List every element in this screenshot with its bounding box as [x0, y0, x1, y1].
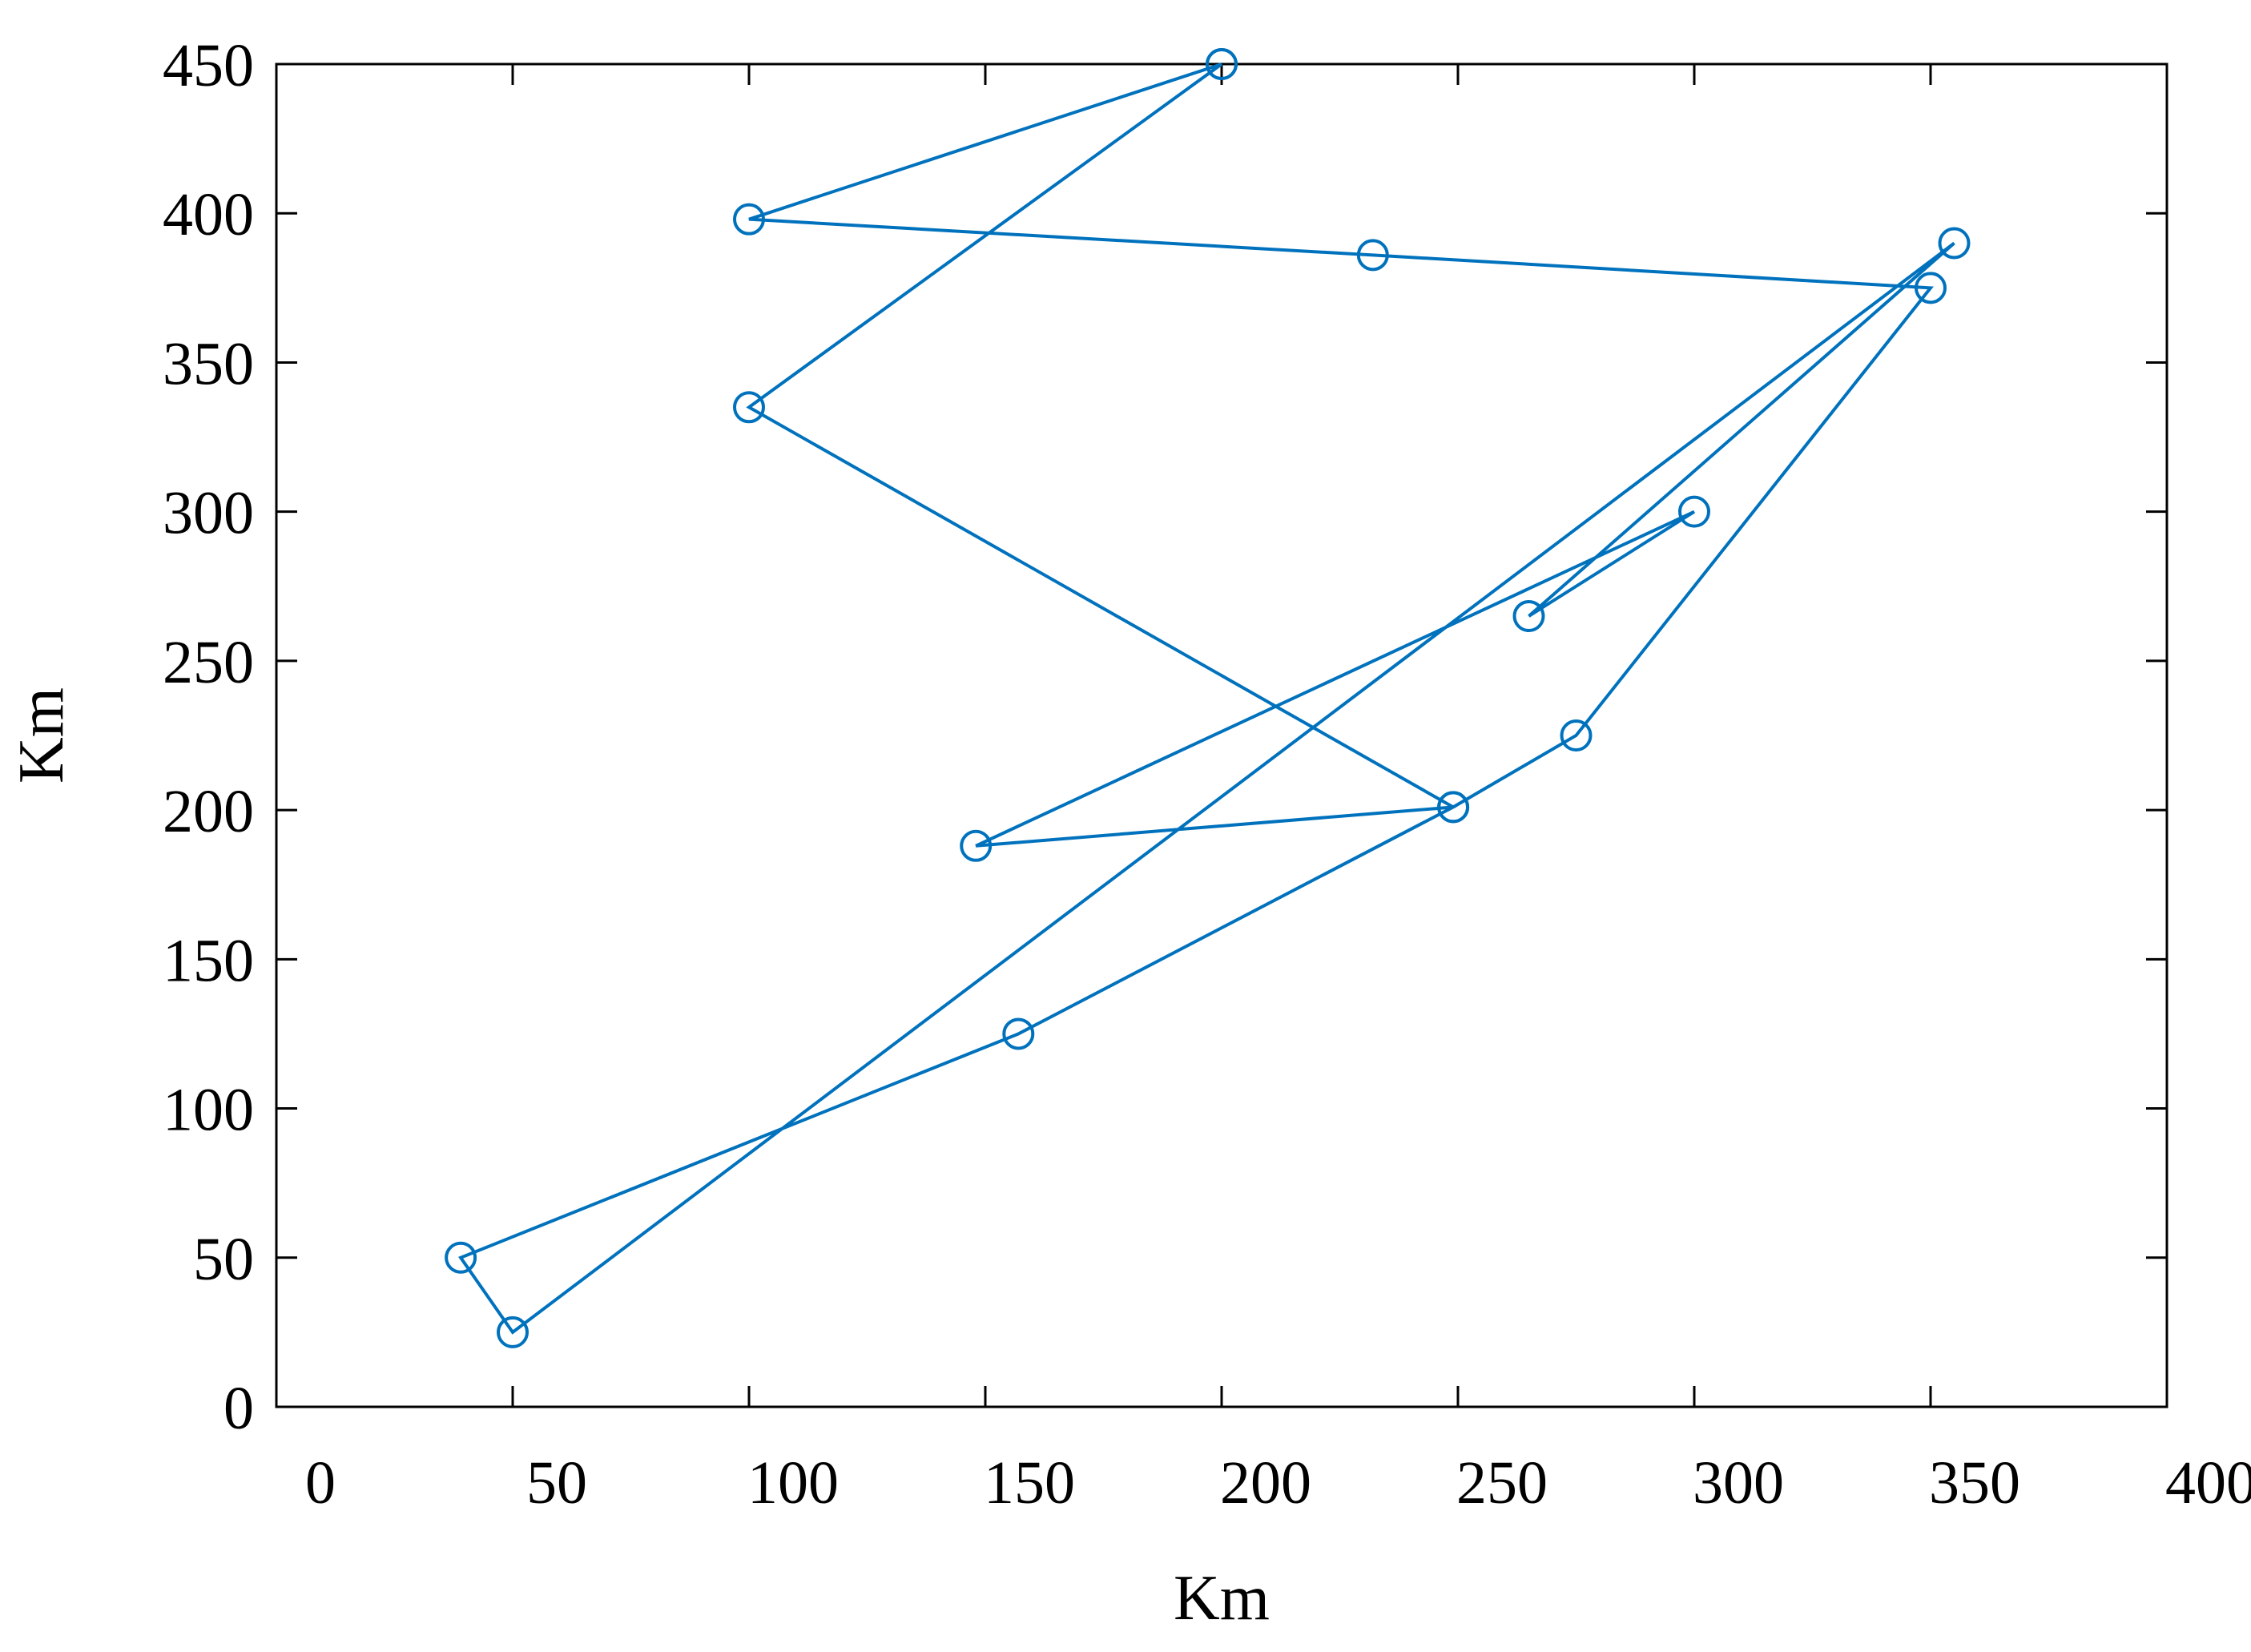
- data-point-marker: [1512, 600, 1545, 633]
- x-axis-tick-labels: 0 50 100 150 200 250 300 350 400: [305, 1449, 2251, 1517]
- data-point-marker: [1560, 719, 1593, 751]
- x-tick-label: 300: [1693, 1449, 1784, 1517]
- y-tick-label: 200: [163, 778, 254, 845]
- y-tick-label: 0: [223, 1375, 254, 1442]
- y-axis-tick-labels: 0 50 100 150 200 250 300 350 400 450: [163, 32, 254, 1442]
- data-point-marker: [1678, 495, 1710, 528]
- y-axis-ticks: [276, 62, 2167, 1408]
- y-tick-label: 450: [163, 32, 254, 99]
- plot-area: [275, 62, 2168, 1408]
- y-tick-label: 250: [163, 629, 254, 696]
- x-tick-label: 0: [305, 1449, 336, 1517]
- data-point-marker: [1938, 227, 1971, 260]
- data-point-marker: [1437, 791, 1470, 824]
- x-axis-ticks: [275, 64, 2168, 1407]
- data-point-marker: [960, 829, 993, 862]
- data-point-marker: [733, 203, 765, 236]
- data-point-marker: [497, 1316, 529, 1348]
- data-point-marker: [1915, 272, 1947, 304]
- x-axis-label: Km: [1174, 1563, 1270, 1634]
- series-line: [458, 62, 1955, 1335]
- x-tick-label: 250: [1456, 1449, 1548, 1517]
- y-tick-label: 50: [193, 1226, 254, 1293]
- x-tick-label: 100: [747, 1449, 839, 1517]
- x-tick-label: 350: [1929, 1449, 2020, 1517]
- series-layer: [445, 48, 1971, 1348]
- plot-frame: [275, 62, 2168, 1408]
- data-point-marker: [733, 391, 765, 424]
- series-0: [445, 48, 1971, 1348]
- y-tick-label: 350: [163, 330, 254, 397]
- data-point-marker: [445, 1241, 477, 1274]
- x-tick-label: 150: [984, 1449, 1075, 1517]
- data-point-marker: [1002, 1017, 1035, 1050]
- y-tick-label: 400: [163, 181, 254, 248]
- y-tick-label: 150: [163, 927, 254, 994]
- data-point-marker: [1356, 239, 1389, 272]
- y-tick-label: 100: [163, 1077, 254, 1144]
- y-axis-label: Km: [6, 687, 77, 784]
- y-tick-label: 300: [163, 480, 254, 547]
- x-tick-label: 400: [2165, 1449, 2251, 1517]
- x-tick-label: 200: [1220, 1449, 1311, 1517]
- x-tick-label: 50: [526, 1449, 587, 1517]
- data-point-marker: [1206, 48, 1238, 80]
